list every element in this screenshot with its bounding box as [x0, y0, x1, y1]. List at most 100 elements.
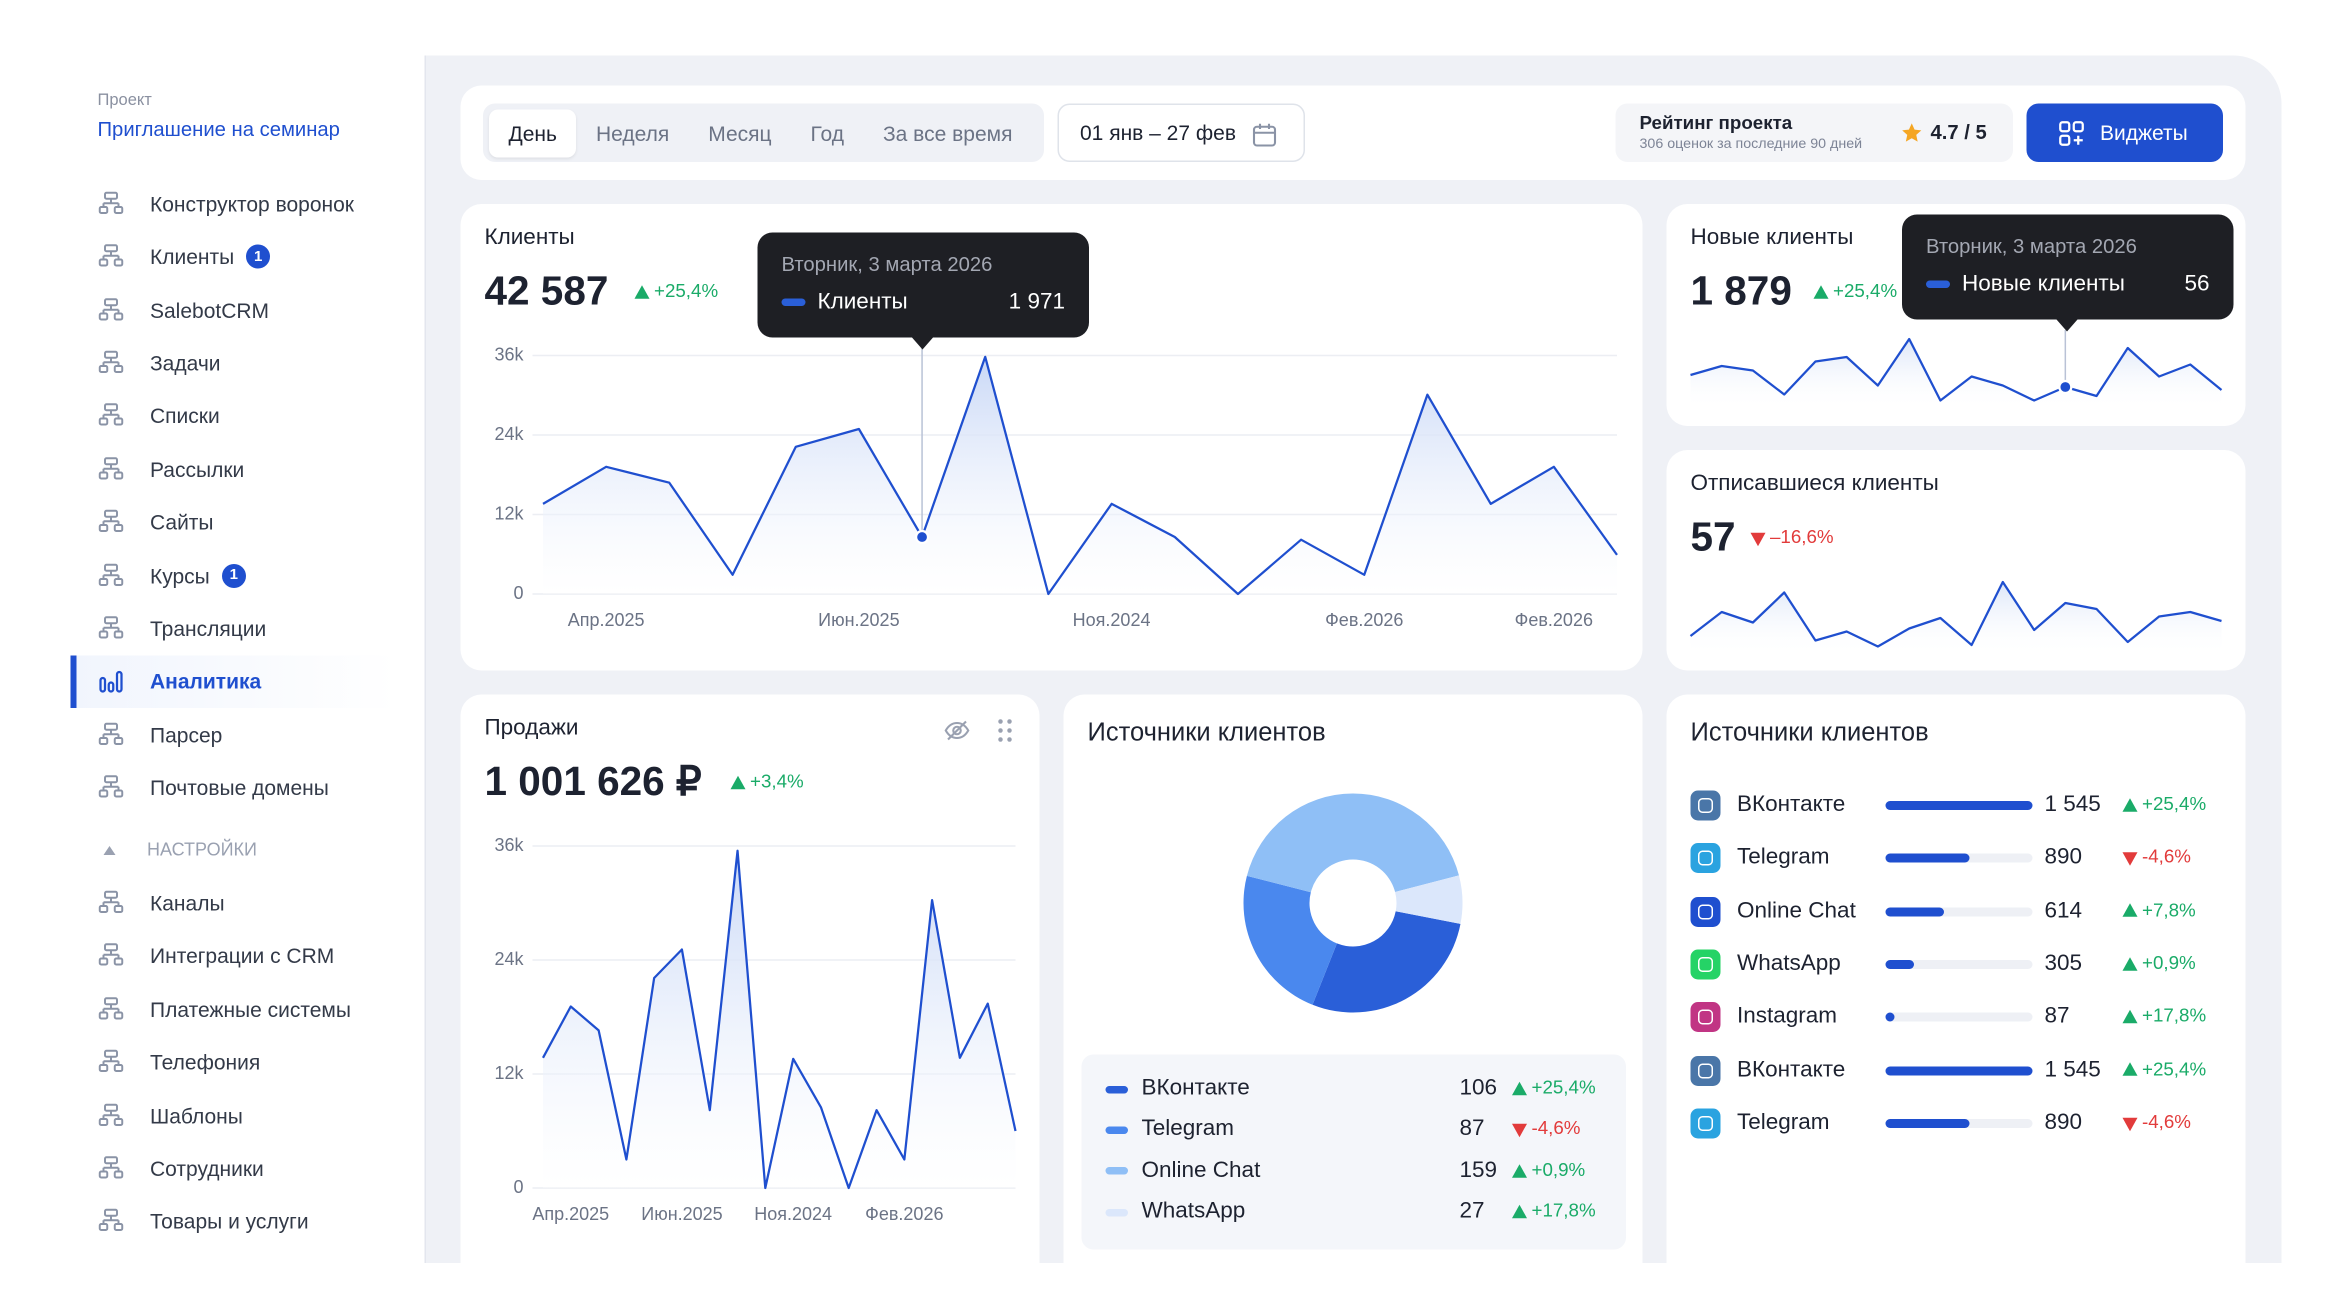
menu-item[interactable]: Задачи — [71, 337, 398, 390]
source-icon-glyph — [1698, 1062, 1713, 1078]
tooltip-date: Вторник, 3 марта 2026 — [1926, 234, 2137, 258]
source-icon-glyph — [1698, 1115, 1713, 1131]
kpi-total: 1 001 626 ₽ — [484, 759, 702, 805]
kpi-total: 42 587 — [484, 268, 609, 314]
kpi-total: 1 879 — [1690, 268, 1792, 314]
new-clients-tooltip: Вторник, 3 марта 2026 Новые клиенты 56 — [1902, 214, 2234, 332]
period-tab[interactable]: За все время — [882, 120, 1013, 145]
menu-item[interactable]: Телефония — [71, 1036, 398, 1089]
source-value: 305 — [2044, 950, 2083, 976]
legend-label: ВКонтакте — [1141, 1075, 1250, 1101]
date-picker[interactable]: 01 янв – 27 фев — [1057, 103, 1305, 162]
bar-track — [1885, 959, 2033, 969]
menu-label: Трансляции — [150, 616, 267, 641]
source-change: -4,6% — [2121, 847, 2191, 869]
y-tick-label: 12k — [494, 1062, 524, 1084]
menu-label: Телефония — [150, 1050, 261, 1075]
menu-label: Товары и услуги — [150, 1209, 309, 1234]
menu-label: Платежные системы — [150, 997, 351, 1022]
menu-item[interactable]: Шаблоны — [71, 1089, 398, 1142]
source-name: Instagram — [1737, 1003, 1838, 1029]
rating-score: 4.7 / 5 — [1930, 120, 1987, 144]
menu-item[interactable]: Интеграции с CRM — [71, 930, 398, 983]
menu-item[interactable]: Платежные системы — [71, 983, 398, 1036]
y-tick-label: 24k — [494, 423, 524, 445]
menu-item[interactable]: Аналитика — [70, 655, 398, 708]
menu-label: Каналы — [150, 891, 225, 915]
menu-item[interactable]: Почтовые домены — [71, 761, 398, 814]
menu-label: SalebotCRM — [150, 298, 270, 323]
menu-icon — [98, 563, 124, 586]
menu-item[interactable]: Списки — [71, 390, 398, 443]
legend-change: -4,6% — [1511, 1119, 1580, 1141]
menu-item[interactable]: Курсы 1 — [71, 549, 398, 602]
menu-item[interactable]: Сайты — [71, 496, 398, 549]
x-tick-label: Фев.2026 — [1514, 609, 1593, 631]
menu-label: Курсы — [150, 563, 210, 588]
menu-label: Почтовые домены — [150, 775, 329, 800]
source-change: +25,4% — [2121, 1059, 2206, 1081]
menu-item[interactable]: SalebotCRM — [71, 284, 398, 337]
widgets-button[interactable]: Виджеты — [2026, 103, 2223, 162]
period-tab[interactable]: Неделя — [595, 120, 670, 145]
menu-item[interactable]: Рассылки — [71, 443, 398, 496]
bar — [1885, 959, 1915, 969]
menu-icon — [98, 996, 124, 1020]
source-change: +25,4% — [2121, 794, 2206, 816]
legend-label: WhatsApp — [1141, 1198, 1246, 1224]
x-tick-label: Апр.2025 — [567, 609, 645, 631]
drag-icon[interactable] — [996, 717, 1014, 744]
project-label: Проект — [97, 91, 152, 110]
source-icon — [1690, 896, 1721, 927]
y-tick-label: 0 — [513, 1176, 524, 1198]
card-title: Клиенты — [484, 224, 575, 251]
menu-icon — [98, 403, 124, 427]
menu-label: Задачи — [150, 351, 221, 376]
project-name: Приглашение на семинар — [97, 117, 340, 141]
widgets-label: Виджеты — [2100, 120, 2188, 145]
source-icon — [1690, 1055, 1721, 1086]
bar-track — [1885, 906, 2033, 916]
settings-toggle — [103, 846, 116, 855]
legend-value: 87 — [1459, 1116, 1485, 1142]
card-title: Источники клиентов — [1087, 717, 1326, 747]
menu-icon — [98, 244, 124, 268]
menu-item[interactable]: Клиенты 1 — [71, 231, 398, 284]
source-name: WhatsApp — [1737, 950, 1841, 976]
period-tab[interactable]: Год — [810, 120, 844, 145]
menu-icon — [98, 510, 124, 533]
source-name: Telegram — [1737, 844, 1830, 871]
bar — [1885, 853, 1971, 863]
menu-item[interactable]: Парсер — [71, 708, 398, 761]
legend-label: Telegram — [1141, 1116, 1235, 1142]
menu-item[interactable]: Сотрудники — [71, 1142, 398, 1195]
menu-item[interactable]: Каналы — [71, 877, 398, 930]
legend-label: Online Chat — [1141, 1157, 1261, 1183]
source-icon-glyph — [1698, 1009, 1713, 1025]
menu-item[interactable]: Конструктор воронок — [71, 178, 398, 231]
period-tab[interactable]: День — [489, 108, 577, 157]
menu-item[interactable]: Товары и услуги — [71, 1195, 398, 1248]
menu-label: Интеграции с CRM — [150, 944, 335, 969]
x-tick-label: Ноя.2024 — [754, 1203, 833, 1225]
menu-icon — [98, 191, 124, 214]
hide-icon[interactable] — [944, 717, 971, 744]
menu-item[interactable]: Трансляции — [71, 602, 398, 655]
calendar-icon — [1252, 123, 1277, 147]
bar — [1885, 1012, 1894, 1022]
period-tab[interactable]: Месяц — [708, 120, 772, 145]
source-value: 614 — [2044, 897, 2083, 924]
card-title: Новые клиенты — [1690, 224, 1854, 251]
source-icon-glyph — [1698, 850, 1713, 866]
legend-value: 159 — [1459, 1157, 1498, 1183]
tooltip-label: Клиенты — [817, 288, 908, 315]
donut-legend-box — [1081, 1054, 1626, 1250]
menu-icon — [98, 943, 124, 967]
y-tick-label: 36k — [494, 344, 524, 366]
menu-label: Сотрудники — [150, 1156, 264, 1181]
legend-value: 27 — [1459, 1198, 1485, 1224]
source-icon — [1690, 790, 1721, 821]
source-change: +7,8% — [2121, 900, 2196, 922]
clients-tooltip: Вторник, 3 марта 2026 Клиенты 1 971 — [757, 232, 1089, 350]
source-name: ВКонтакте — [1737, 791, 1846, 818]
